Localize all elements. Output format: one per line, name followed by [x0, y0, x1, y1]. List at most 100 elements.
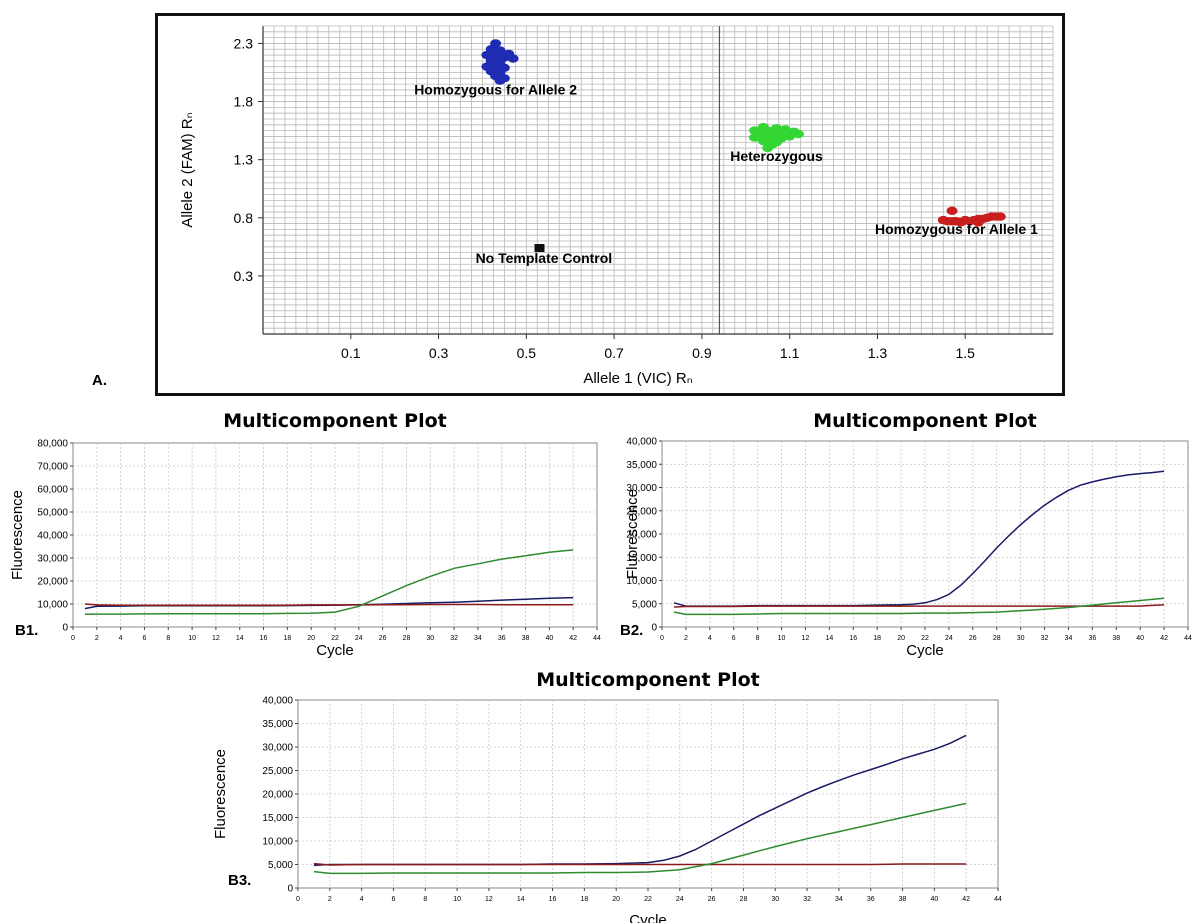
x-tick-label: 1.1	[780, 345, 800, 361]
y-tick-label: 40,000	[37, 531, 68, 542]
series-line	[84, 549, 574, 616]
data-point	[972, 218, 984, 227]
x-axis-label: Cycle	[906, 642, 944, 659]
x-tick-label: 8	[423, 896, 427, 903]
data-point	[762, 143, 774, 153]
x-tick-label: 18	[580, 896, 588, 903]
allelic-discrimination-panel: 0.1 0.3 0.5 0.7 0.9 1.1 1.3 1.5 0.3 0.8 1.3 1.8 2.3 A…	[92, 13, 1065, 396]
chart-title: Multicomponent Plot	[536, 669, 760, 691]
x-tick-label: 1.3	[868, 345, 888, 361]
x-tick-label: 24	[676, 896, 684, 903]
data-point	[503, 49, 515, 59]
x-tick-label: 0	[71, 635, 75, 642]
y-tick-label: 0	[651, 623, 657, 634]
x-axis-label: Cycle	[316, 642, 354, 659]
series-line	[84, 603, 574, 606]
y-tick-label: 1.8	[234, 94, 254, 110]
x-tick-label: 10	[453, 896, 461, 903]
x-tick-label: 34	[474, 635, 482, 642]
cluster-label: No Template Control	[476, 250, 613, 266]
x-tick-label: 28	[403, 635, 411, 642]
y-axis-label: Fluorescence	[212, 749, 229, 839]
x-tick-label: 26	[379, 635, 387, 642]
x-tick-label: 8	[166, 635, 170, 642]
x-tick-label: 4	[119, 635, 123, 642]
data-point	[757, 136, 769, 146]
y-tick-label: 0	[62, 623, 68, 634]
y-tick-label: 40,000	[626, 437, 657, 448]
x-tick-label: 16	[260, 635, 268, 642]
y-tick-label: 40,000	[262, 696, 293, 707]
data-point	[490, 64, 502, 74]
y-tick-label: 0.8	[234, 210, 254, 226]
data-point	[955, 218, 967, 227]
y-tick-label: 35,000	[262, 719, 293, 730]
panel-label: B1.	[15, 622, 38, 639]
multicomponent-panel-b2: 0 2 4 6 8 10 12 14 16 18 20 22 24 26 28 30 32 34 36 38 40 42 4…	[620, 410, 1200, 668]
y-tick-label: 30,000	[37, 554, 68, 565]
y-tick-label: 80,000	[37, 439, 68, 450]
x-tick-label: 0.5	[517, 345, 537, 361]
x-tick-label: 12	[485, 896, 493, 903]
y-tick-label: 50,000	[37, 508, 68, 519]
x-tick-label: 36	[1088, 635, 1096, 642]
x-tick-label: 36	[867, 896, 875, 903]
x-tick-label: 18	[873, 635, 881, 642]
x-tick-label: 44	[994, 896, 1002, 903]
x-tick-label: 16	[849, 635, 857, 642]
x-tick-label: 22	[331, 635, 339, 642]
x-tick-label: 30	[771, 896, 779, 903]
x-tick-label: 18	[283, 635, 291, 642]
x-tick-label: 14	[825, 635, 833, 642]
x-tick-label: 20	[612, 896, 620, 903]
data-point	[749, 133, 761, 142]
x-tick-label: 6	[732, 635, 736, 642]
x-tick-label: 30	[1017, 635, 1025, 642]
x-tick-label: 22	[644, 896, 652, 903]
y-tick-label: 20,000	[262, 790, 293, 801]
allelic-discrimination-chart: 0.1 0.3 0.5 0.7 0.9 1.1 1.3 1.5 0.3 0.8 1.3 1.8 2.3 A…	[92, 25, 1054, 389]
y-tick-label: 20,000	[626, 530, 657, 541]
y-axis-label: Fluorescence	[9, 490, 26, 580]
x-tick-label: 14	[517, 896, 525, 903]
x-tick-label: 20	[897, 635, 905, 642]
multicomponent-chart-b3: 0 2 4 6 8 10 12 14 16 18 20 22 24 26 28 30 32 34 36 38 40 42 4…	[212, 669, 1002, 923]
x-tick-label: 42	[1160, 635, 1168, 642]
x-tick-label: 12	[802, 635, 810, 642]
y-tick-label: 35,000	[626, 460, 657, 471]
y-tick-label: 30,000	[626, 483, 657, 494]
x-tick-label: 16	[549, 896, 557, 903]
x-tick-label: 1.5	[955, 345, 975, 361]
x-tick-label: 28	[740, 896, 748, 903]
x-tick-label: 38	[899, 896, 907, 903]
panel-label: A.	[92, 372, 107, 389]
x-axis-label: Cycle	[629, 912, 667, 923]
x-tick-label: 0.3	[429, 345, 449, 361]
x-tick-label: 36	[498, 635, 506, 642]
x-tick-label: 34	[1065, 635, 1073, 642]
x-tick-label: 2	[95, 635, 99, 642]
x-tick-label: 26	[708, 896, 716, 903]
cluster-label: Homozygous for Allele 1	[875, 221, 1038, 237]
x-tick-label: 42	[962, 896, 970, 903]
data-point	[994, 212, 1006, 221]
y-axis-label: Fluorescence	[624, 489, 641, 579]
x-tick-label: 0.7	[604, 345, 624, 361]
x-tick-label: 34	[835, 896, 843, 903]
x-tick-label: 24	[355, 635, 363, 642]
x-tick-label: 26	[969, 635, 977, 642]
x-tick-label: 40	[545, 635, 553, 642]
y-tick-label: 25,000	[626, 506, 657, 517]
x-tick-label: 32	[450, 635, 458, 642]
x-tick-label: 42	[569, 635, 577, 642]
y-tick-label: 15,000	[262, 813, 293, 824]
y-axis-label: Allele 2 (FAM) Rₙ	[179, 112, 196, 227]
x-tick-label: 10	[188, 635, 196, 642]
x-tick-label: 2	[328, 896, 332, 903]
y-tick-label: 30,000	[262, 743, 293, 754]
y-tick-label: 0.3	[234, 268, 254, 284]
multicomponent-panel-b3: 0 2 4 6 8 10 12 14 16 18 20 22 24 26 28 30 32 34 36 38 40 42 4…	[200, 668, 1010, 923]
x-tick-label: 24	[945, 635, 953, 642]
x-tick-label: 14	[236, 635, 244, 642]
series-line	[313, 802, 967, 875]
